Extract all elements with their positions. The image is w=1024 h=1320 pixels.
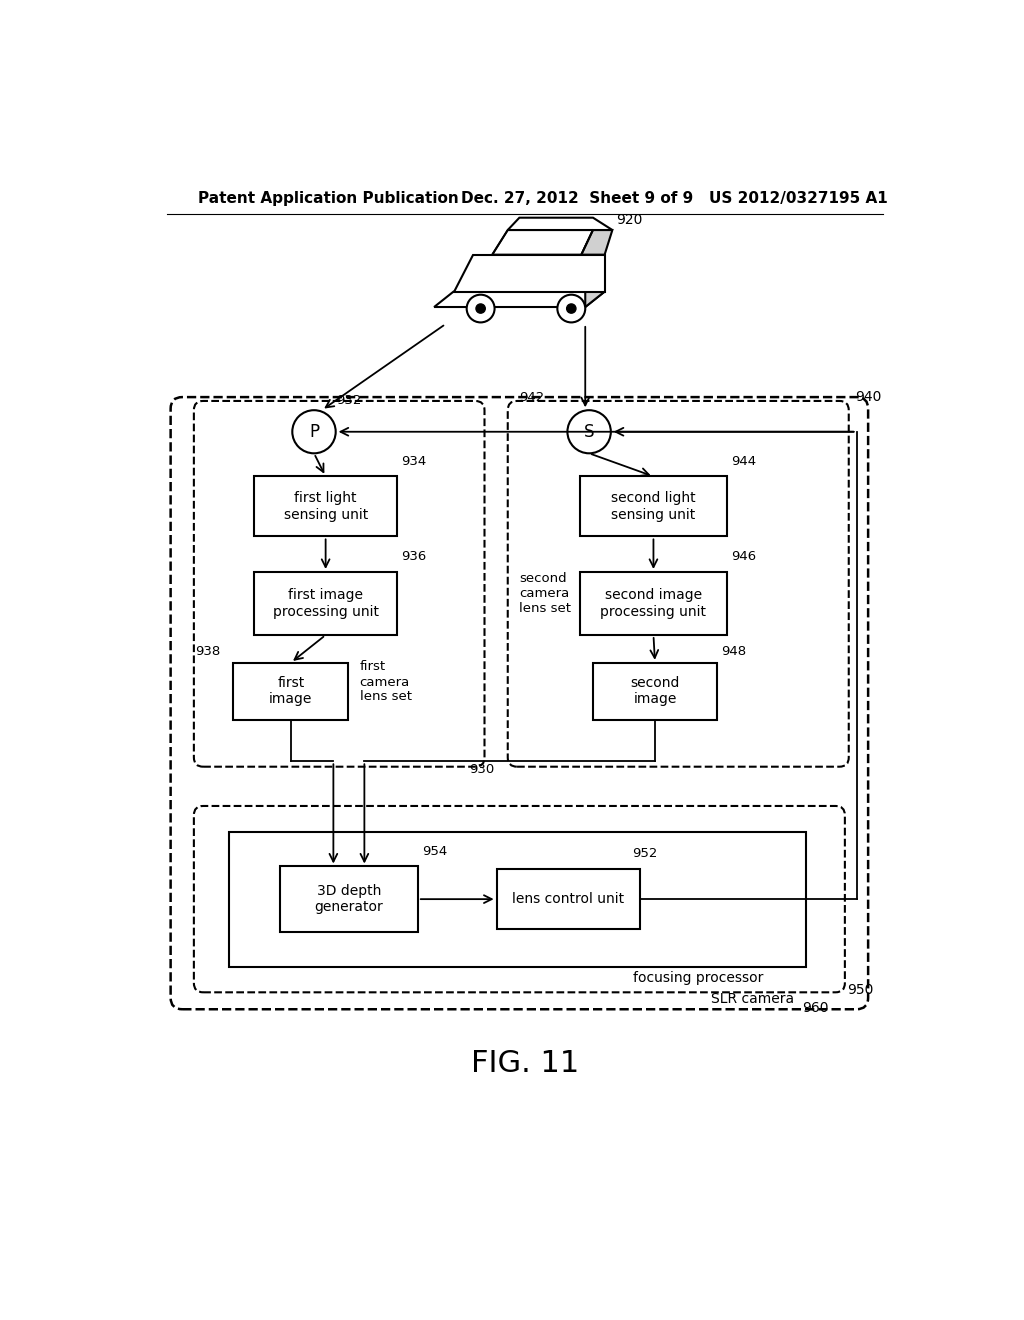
Text: 960: 960 xyxy=(802,1002,828,1015)
Circle shape xyxy=(566,304,575,313)
Text: first light
sensing unit: first light sensing unit xyxy=(284,491,368,521)
Bar xyxy=(254,572,397,635)
Text: 950: 950 xyxy=(847,983,873,997)
Text: FIG. 11: FIG. 11 xyxy=(471,1048,579,1077)
Text: lens control unit: lens control unit xyxy=(512,892,625,906)
Text: second light
sensing unit: second light sensing unit xyxy=(611,491,695,521)
Circle shape xyxy=(557,294,586,322)
Text: SLR camera: SLR camera xyxy=(712,993,795,1006)
Bar xyxy=(233,663,348,719)
Bar xyxy=(580,477,727,536)
Text: 934: 934 xyxy=(401,454,426,467)
Text: 952: 952 xyxy=(632,847,657,861)
Text: Patent Application Publication: Patent Application Publication xyxy=(198,191,459,206)
Text: first
camera
lens set: first camera lens set xyxy=(359,660,412,704)
Polygon shape xyxy=(582,230,612,255)
Polygon shape xyxy=(434,292,604,308)
Text: US 2012/0327195 A1: US 2012/0327195 A1 xyxy=(710,191,888,206)
Polygon shape xyxy=(454,255,604,292)
Text: second
camera
lens set: second camera lens set xyxy=(519,572,571,615)
Text: 938: 938 xyxy=(195,644,220,657)
Bar xyxy=(280,866,418,932)
Text: 942: 942 xyxy=(519,391,545,404)
Polygon shape xyxy=(493,230,593,255)
Bar xyxy=(580,572,727,635)
Text: focusing processor: focusing processor xyxy=(633,972,764,986)
Text: 954: 954 xyxy=(422,845,446,858)
Text: 920: 920 xyxy=(616,213,643,227)
Text: 936: 936 xyxy=(401,550,426,564)
Text: second
image: second image xyxy=(631,676,680,706)
Circle shape xyxy=(567,411,611,453)
Circle shape xyxy=(467,294,495,322)
Polygon shape xyxy=(508,218,612,230)
Text: Dec. 27, 2012  Sheet 9 of 9: Dec. 27, 2012 Sheet 9 of 9 xyxy=(461,191,693,206)
Polygon shape xyxy=(586,255,604,308)
Text: 930: 930 xyxy=(469,763,495,776)
Text: second image
processing unit: second image processing unit xyxy=(600,589,707,619)
Text: 932: 932 xyxy=(336,395,361,408)
Text: first image
processing unit: first image processing unit xyxy=(272,589,379,619)
Text: P: P xyxy=(309,422,319,441)
Text: 3D depth
generator: 3D depth generator xyxy=(314,884,383,915)
Bar xyxy=(593,663,717,719)
Text: 940: 940 xyxy=(855,391,882,404)
Text: 946: 946 xyxy=(731,550,756,564)
Circle shape xyxy=(292,411,336,453)
Circle shape xyxy=(476,304,485,313)
Bar xyxy=(228,832,806,966)
Text: S: S xyxy=(584,422,594,441)
Bar xyxy=(254,477,397,536)
Text: first
image: first image xyxy=(269,676,312,706)
Text: 948: 948 xyxy=(721,644,746,657)
Bar xyxy=(497,869,640,929)
Text: 944: 944 xyxy=(731,454,756,467)
